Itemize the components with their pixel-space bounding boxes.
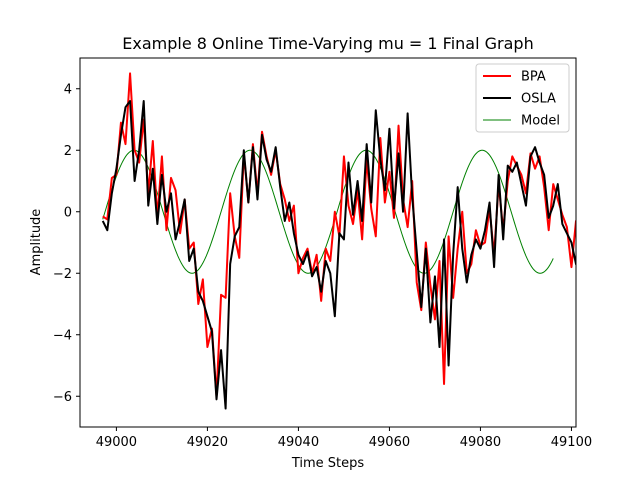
x-tick-label: 49080 — [460, 435, 501, 450]
x-tick-label: 49000 — [96, 435, 137, 450]
y-tick-label: −6 — [53, 390, 72, 405]
y-axis: −6 −4 −2 0 2 4 — [53, 82, 80, 405]
x-axis: 49000 49020 49040 49060 49080 49100 — [96, 427, 592, 450]
chart-title: Example 8 Online Time-Varying mu = 1 Fin… — [122, 34, 533, 53]
y-tick-label: −2 — [53, 267, 72, 282]
x-tick-label: 49040 — [278, 435, 319, 450]
plot-frame — [79, 57, 577, 428]
legend: BPA OSLA Model — [475, 63, 570, 133]
series-line-model — [102, 149, 554, 274]
legend-label-model: Model — [521, 114, 560, 129]
legend-label-osla: OSLA — [521, 92, 556, 107]
y-axis-label: Amplitude — [29, 209, 44, 276]
y-tick-label: −4 — [53, 328, 72, 343]
legend-box — [475, 63, 570, 133]
y-tick-label: 0 — [64, 205, 72, 220]
y-tick-label: 2 — [64, 144, 72, 159]
legend-label-bpa: BPA — [521, 70, 546, 85]
x-tick-label: 49020 — [187, 435, 228, 450]
x-tick-label: 49060 — [369, 435, 410, 450]
series-layer — [101, 72, 576, 410]
series-line-osla — [101, 100, 576, 410]
x-axis-label: Time Steps — [291, 456, 365, 471]
x-tick-label: 49100 — [551, 435, 592, 450]
y-tick-label: 4 — [64, 82, 72, 97]
